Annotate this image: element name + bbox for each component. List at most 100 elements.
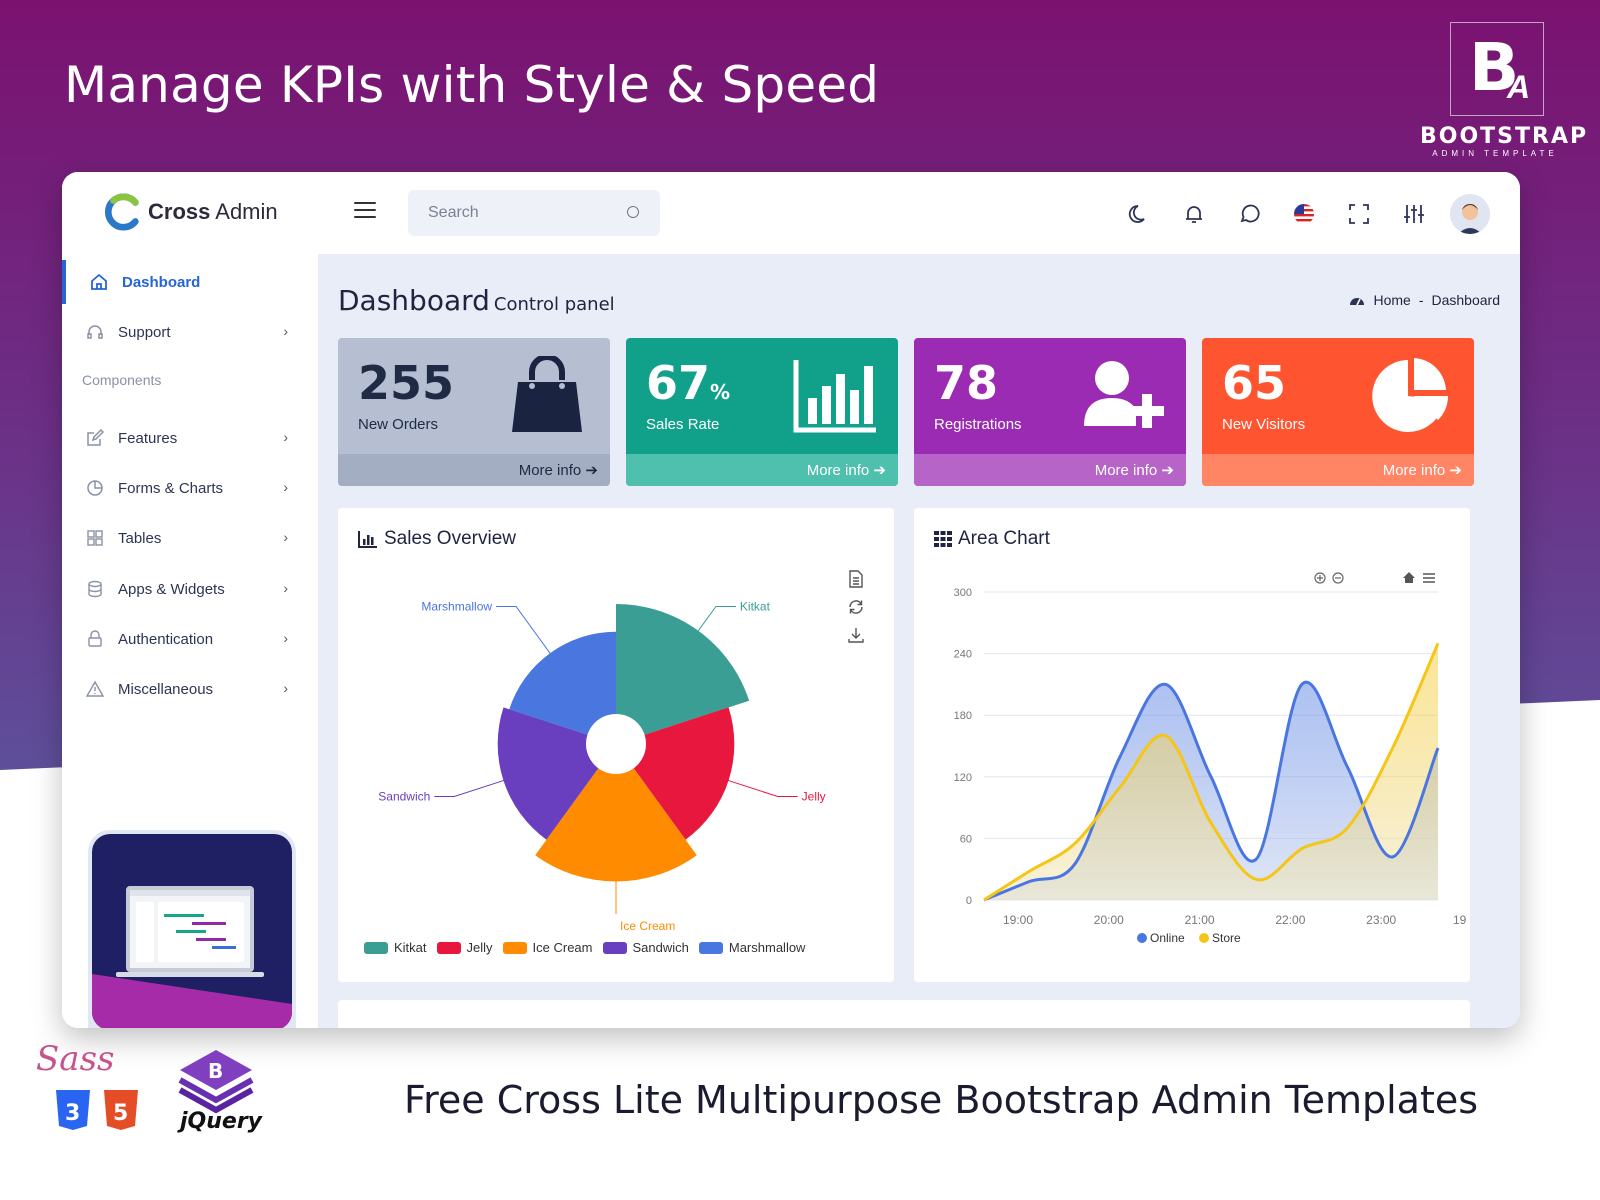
zoom-in-icon[interactable] <box>1314 572 1326 584</box>
settings-sliders-icon[interactable] <box>1395 195 1433 233</box>
sidebar-item-forms-charts[interactable]: Forms & Charts › <box>62 466 318 510</box>
refresh-icon[interactable] <box>847 598 865 616</box>
y-tick-label: 0 <box>966 895 972 907</box>
document-icon[interactable] <box>848 570 864 588</box>
breadcrumb-current: Dashboard <box>1431 292 1501 308</box>
html5-logo-icon: 5 <box>104 1090 138 1130</box>
kpi-value: 65 <box>1222 356 1287 410</box>
legend-swatch <box>436 941 461 954</box>
x-tick-label: 21:00 <box>1185 913 1215 927</box>
legend-marker[interactable] <box>1199 933 1209 943</box>
area-line-store <box>983 642 1440 902</box>
sidebar: Dashboard Support › Components Features … <box>62 254 318 1028</box>
reset-zoom-home-icon[interactable] <box>1402 571 1416 584</box>
sass-logo-text: Sass <box>36 1039 114 1079</box>
chevron-right-icon: › <box>283 680 288 696</box>
sidebar-item-dashboard[interactable]: Dashboard <box>62 260 318 304</box>
polar-slice-label: Ice Cream <box>620 919 675 930</box>
fullscreen-icon[interactable] <box>1340 195 1378 233</box>
legend-label: Jelly <box>466 940 493 955</box>
search-input[interactable] <box>408 190 660 236</box>
headline: Manage KPIs with Style & Speed <box>64 56 880 114</box>
y-tick-label: 240 <box>954 649 972 661</box>
bell-icon[interactable] <box>1175 195 1213 233</box>
sidebar-item-support[interactable]: Support › <box>62 310 318 354</box>
sidebar-item-label: Dashboard <box>122 273 201 291</box>
polar-slice-kitkat <box>616 604 750 744</box>
legend-label[interactable]: Store <box>1212 931 1241 945</box>
user-avatar[interactable] <box>1450 194 1490 234</box>
legend-marker[interactable] <box>1137 933 1147 943</box>
kpi-card-registrations: 78 Registrations More info ➔ <box>914 338 1186 486</box>
grid-icon <box>84 527 106 549</box>
promo-card[interactable] <box>88 830 296 1028</box>
polar-area-chart: Kitkat Jelly Ice Cream Sandwich Marshmallow <box>378 599 826 930</box>
polar-slice-label: Kitkat <box>740 599 771 613</box>
legend-item[interactable]: Marshmallow <box>698 940 805 955</box>
edit-icon <box>84 427 106 449</box>
lock-icon <box>84 628 106 650</box>
legend-item[interactable]: Ice Cream <box>502 940 593 955</box>
svg-text:B: B <box>208 1059 223 1083</box>
download-icon[interactable] <box>847 626 865 644</box>
kpi-more-info-link[interactable]: More info ➔ <box>626 454 898 486</box>
kpi-more-info-link[interactable]: More info ➔ <box>914 454 1186 486</box>
breadcrumb-home[interactable]: Home <box>1373 292 1411 308</box>
card-title: Area Chart <box>934 528 1050 550</box>
app-logo[interactable]: Cross Admin <box>104 192 278 232</box>
pie-chart-icon <box>1372 358 1448 432</box>
sidebar-item-authentication[interactable]: Authentication › <box>62 617 318 661</box>
sidebar-item-label: Apps & Widgets <box>118 580 225 598</box>
polar-slice-label: Jelly <box>802 790 826 804</box>
moon-icon[interactable] <box>1120 195 1158 233</box>
legend-item[interactable]: Sandwich <box>602 940 689 955</box>
chevron-right-icon: › <box>283 429 288 445</box>
sales-overview-card: Sales Overview Kitkat Jelly Ice Cream Sandw… <box>338 508 894 982</box>
x-tick-label: 23:00 <box>1366 913 1396 927</box>
logo-bold: Cross <box>148 199 211 224</box>
chart-menu-icon[interactable] <box>1422 572 1436 584</box>
chevron-right-icon: › <box>283 529 288 545</box>
legend-item[interactable]: Kitkat <box>364 940 427 955</box>
chevron-right-icon: › <box>283 323 288 339</box>
kpi-value: 67% <box>646 356 731 410</box>
sidebar-section-label: Components <box>82 372 162 388</box>
kpi-more-info-link[interactable]: More info ➔ <box>338 454 610 486</box>
sidebar-item-tables[interactable]: Tables › <box>62 516 318 560</box>
sidebar-item-label: Features <box>118 429 178 447</box>
sass-logo-icon: Sass <box>36 1039 114 1079</box>
main-content: Dashboard Control panel Home - Dashboard … <box>318 254 1520 1028</box>
kpi-value: 78 <box>934 356 999 410</box>
legend-swatch <box>502 941 527 954</box>
chart-legend: Kitkat Jelly Ice Cream Sandwich Marshmallow <box>364 940 815 955</box>
area-fill-store <box>984 643 1438 900</box>
kpi-label: New Orders <box>358 416 439 433</box>
legend-label[interactable]: Online <box>1150 931 1185 945</box>
chat-icon[interactable] <box>1230 195 1268 233</box>
svg-text:3: 3 <box>65 1101 80 1126</box>
sidebar-item-miscellaneous[interactable]: Miscellaneous › <box>62 667 318 711</box>
kpi-more-info-link[interactable]: More info ➔ <box>1202 454 1474 486</box>
sidebar-item-apps-widgets[interactable]: Apps & Widgets › <box>62 567 318 611</box>
css3-logo-icon: 3 <box>56 1090 90 1130</box>
bootstrap-stack-icon: B <box>178 1050 254 1114</box>
legend-swatch <box>698 941 723 954</box>
breadcrumb: Home - Dashboard <box>1349 292 1500 308</box>
us-flag-icon[interactable] <box>1285 195 1323 233</box>
zoom-out-icon[interactable] <box>1332 572 1344 584</box>
x-tick-label: 19:00 <box>1003 913 1033 927</box>
search-icon[interactable] <box>627 206 639 218</box>
polar-slice-marshmallow <box>509 631 616 744</box>
sidebar-item-features[interactable]: Features › <box>62 416 318 460</box>
kpi-label: New Visitors <box>1222 416 1306 433</box>
jquery-logo-icon: jQuery <box>177 1109 264 1134</box>
sidebar-item-label: Tables <box>118 529 162 547</box>
home-icon <box>88 271 110 293</box>
legend-item[interactable]: Jelly <box>436 940 493 955</box>
x-tick-label: 20:00 <box>1094 913 1124 927</box>
hamburger-menu-icon[interactable] <box>354 202 376 220</box>
legend-swatch <box>602 941 627 954</box>
svg-text:5: 5 <box>113 1101 128 1126</box>
legend-label: Sandwich <box>632 940 689 955</box>
